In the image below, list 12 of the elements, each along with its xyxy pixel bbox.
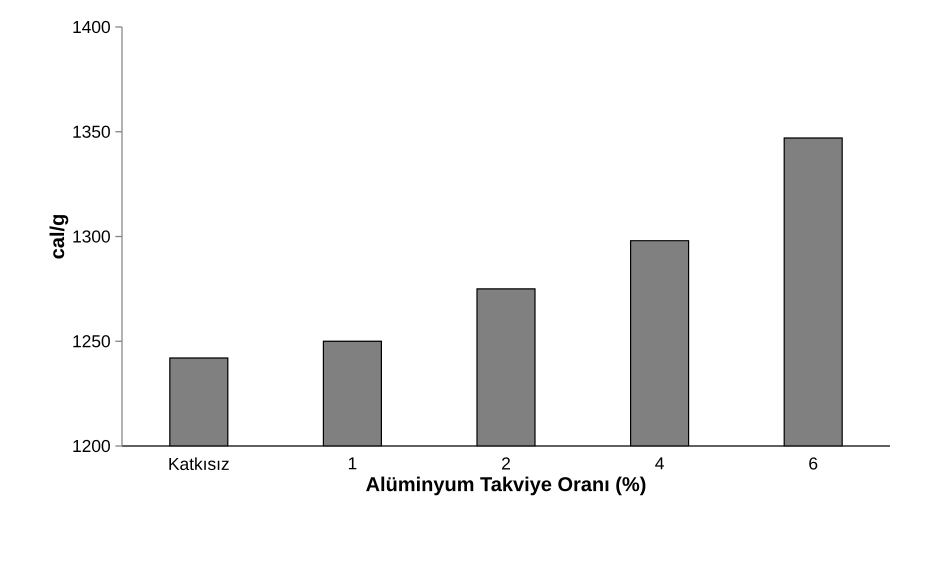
x-tick-label: 4 bbox=[655, 457, 664, 470]
y-axis-title: cal/g bbox=[50, 215, 68, 259]
x-axis-title: Alüminyum Takviye Oranı (%) bbox=[366, 476, 646, 496]
y-tick-label: 1400 bbox=[73, 20, 110, 34]
y-tick-label: 1250 bbox=[73, 335, 110, 348]
x-tick-label: 1 bbox=[348, 457, 356, 470]
x-tick-label: 6 bbox=[809, 457, 818, 470]
y-tick-label: 1200 bbox=[73, 440, 110, 452]
y-tick-label: 1300 bbox=[73, 230, 110, 243]
x-tick-label: 2 bbox=[502, 457, 510, 470]
y-tick-label: 1350 bbox=[73, 126, 110, 138]
x-tick-label: Katkısız bbox=[169, 457, 229, 470]
